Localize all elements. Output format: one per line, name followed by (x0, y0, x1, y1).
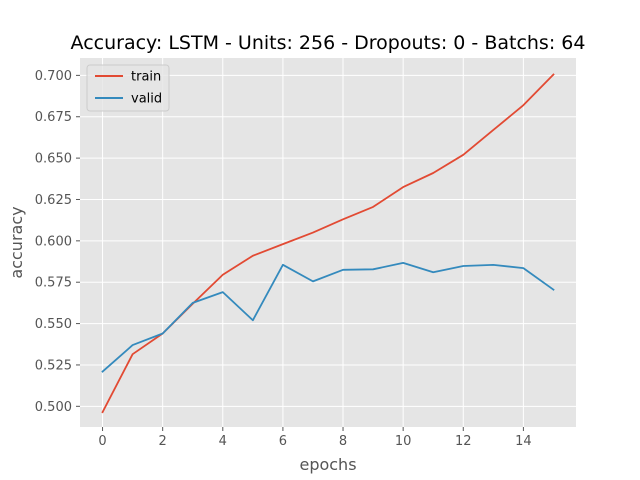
x-tick-label: 8 (339, 434, 347, 449)
y-tick-label: 0.500 (35, 400, 72, 415)
y-tick-label: 0.575 (35, 276, 72, 291)
x-tick-label: 6 (279, 434, 287, 449)
chart-title: Accuracy: LSTM - Units: 256 - Dropouts: … (71, 32, 586, 54)
y-tick-label: 0.550 (35, 317, 72, 332)
y-tick-label: 0.600 (35, 234, 72, 249)
y-tick-label: 0.650 (35, 152, 72, 167)
x-tick-label: 0 (98, 434, 106, 449)
y-axis-label: accuracy (7, 206, 26, 278)
legend: train valid (86, 64, 170, 112)
x-tick-label: 12 (455, 434, 472, 449)
x-tick-label: 14 (515, 434, 532, 449)
x-axis-ticks: 0 2 4 6 8 10 12 14 (98, 427, 532, 449)
y-tick-label: 0.700 (35, 69, 72, 84)
series-line-valid (101, 261, 555, 373)
legend-train-label: train (131, 70, 161, 85)
x-tick-label: 4 (219, 434, 227, 449)
grid (80, 58, 576, 427)
x-axis-label: epochs (299, 455, 356, 474)
legend-valid-label: valid (131, 92, 162, 107)
y-axis-ticks: 0.500 0.525 0.550 0.575 0.600 0.625 0.650 0.675… (35, 69, 80, 415)
x-tick-label: 10 (395, 434, 412, 449)
y-tick-label: 0.525 (35, 358, 72, 373)
x-tick-label: 2 (159, 434, 167, 449)
plot-area (80, 58, 576, 427)
y-tick-label: 0.675 (35, 110, 72, 125)
y-tick-label: 0.625 (35, 193, 72, 208)
series-lines (101, 73, 555, 414)
